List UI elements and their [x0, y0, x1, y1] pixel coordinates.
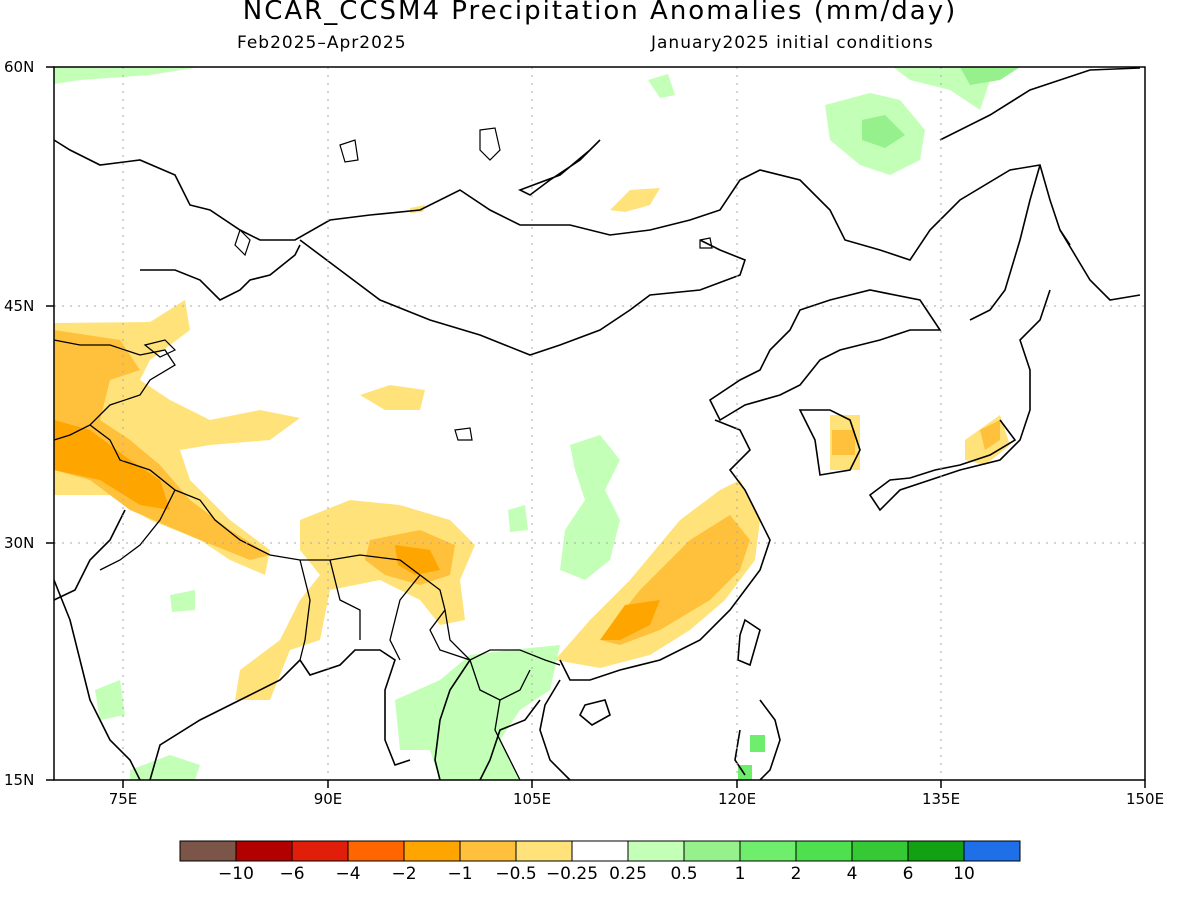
colorbar-label: 0.5 — [670, 864, 698, 884]
colorbar-swatch — [347, 840, 405, 862]
colorbar — [179, 840, 1021, 862]
anomaly-fields — [54, 67, 1022, 780]
x-tick-90e: 90E — [313, 790, 343, 808]
country-borders — [53, 339, 561, 781]
dry-region-korea-core — [832, 430, 855, 455]
x-tick-105e: 105E — [512, 790, 552, 808]
colorbar-label: −6 — [279, 864, 305, 884]
wet-region-central-china — [560, 435, 620, 580]
colorbar-swatch — [963, 840, 1021, 862]
colorbar-label: 0.25 — [609, 864, 647, 884]
colorbar-swatch — [291, 840, 349, 862]
colorbar-swatch — [683, 840, 741, 862]
wet-region-central-small — [508, 505, 528, 532]
dry-region-tibet-strong — [395, 545, 440, 575]
colorbar-swatch — [515, 840, 573, 862]
wet-region-north-top-right-core — [960, 67, 1020, 85]
wet-region-philippines — [750, 735, 765, 752]
colorbar-label: 4 — [846, 864, 858, 884]
colorbar-swatch — [571, 840, 629, 862]
colorbar-label: −4 — [335, 864, 361, 884]
dry-region-tibet-north — [360, 385, 425, 410]
colorbar-label: −0.25 — [545, 864, 599, 884]
lakes — [143, 127, 713, 441]
colorbar-swatch — [627, 840, 685, 862]
colorbar-label: 10 — [953, 864, 975, 884]
dry-region-mongolia — [610, 188, 660, 212]
initial-conditions: January2025 initial conditions — [651, 33, 934, 53]
colorbar-swatch — [235, 840, 293, 862]
x-tick-75e: 75E — [108, 790, 138, 808]
wet-region-north-top — [54, 67, 200, 84]
dry-region-japan-core — [980, 420, 1000, 450]
map-title: NCAR_CCSM4 Precipitation Anomalies (mm/d… — [242, 0, 958, 26]
dry-region-western-asia-strong — [54, 420, 170, 510]
colorbar-label: −1 — [447, 864, 473, 884]
colorbar-swatch — [851, 840, 909, 862]
colorbar-swatch — [179, 840, 237, 862]
wet-region-siberia-small — [648, 74, 675, 98]
colorbar-swatch — [459, 840, 517, 862]
colorbar-swatch — [403, 840, 461, 862]
colorbar-label: −2 — [391, 864, 417, 884]
colorbar-swatch — [907, 840, 965, 862]
dry-region-guangdong-strong — [600, 600, 660, 640]
dry-region-western-asia-core — [54, 330, 270, 560]
x-tick-150e: 150E — [1125, 790, 1165, 808]
wet-region-siberia-core — [862, 115, 905, 148]
map-frame — [53, 66, 1146, 781]
colorbar-label: −0.5 — [495, 864, 537, 884]
colorbar-label: −10 — [218, 864, 254, 884]
x-tick-135e: 135E — [921, 790, 961, 808]
wet-region-india-west — [95, 680, 125, 720]
wet-region-india-south — [130, 755, 200, 780]
colorbar-label: 6 — [902, 864, 914, 884]
colorbar-label: 2 — [790, 864, 802, 884]
axis-ticks — [46, 66, 1146, 788]
coastlines — [53, 67, 1141, 781]
x-tick-120e: 120E — [717, 790, 757, 808]
dry-region-tibet — [235, 500, 475, 700]
gridlines — [54, 67, 1145, 780]
colorbar-label: 1 — [734, 864, 746, 884]
y-tick-30n: 30N — [4, 534, 35, 552]
y-tick-15n: 15N — [4, 771, 35, 789]
forecast-period: Feb2025–Apr2025 — [237, 33, 407, 53]
colorbar-swatch — [795, 840, 853, 862]
wet-region-india-small — [170, 590, 195, 612]
wet-region-indochina — [395, 645, 560, 780]
y-tick-60n: 60N — [4, 58, 35, 76]
colorbar-swatch — [739, 840, 797, 862]
y-tick-45n: 45N — [4, 297, 35, 315]
